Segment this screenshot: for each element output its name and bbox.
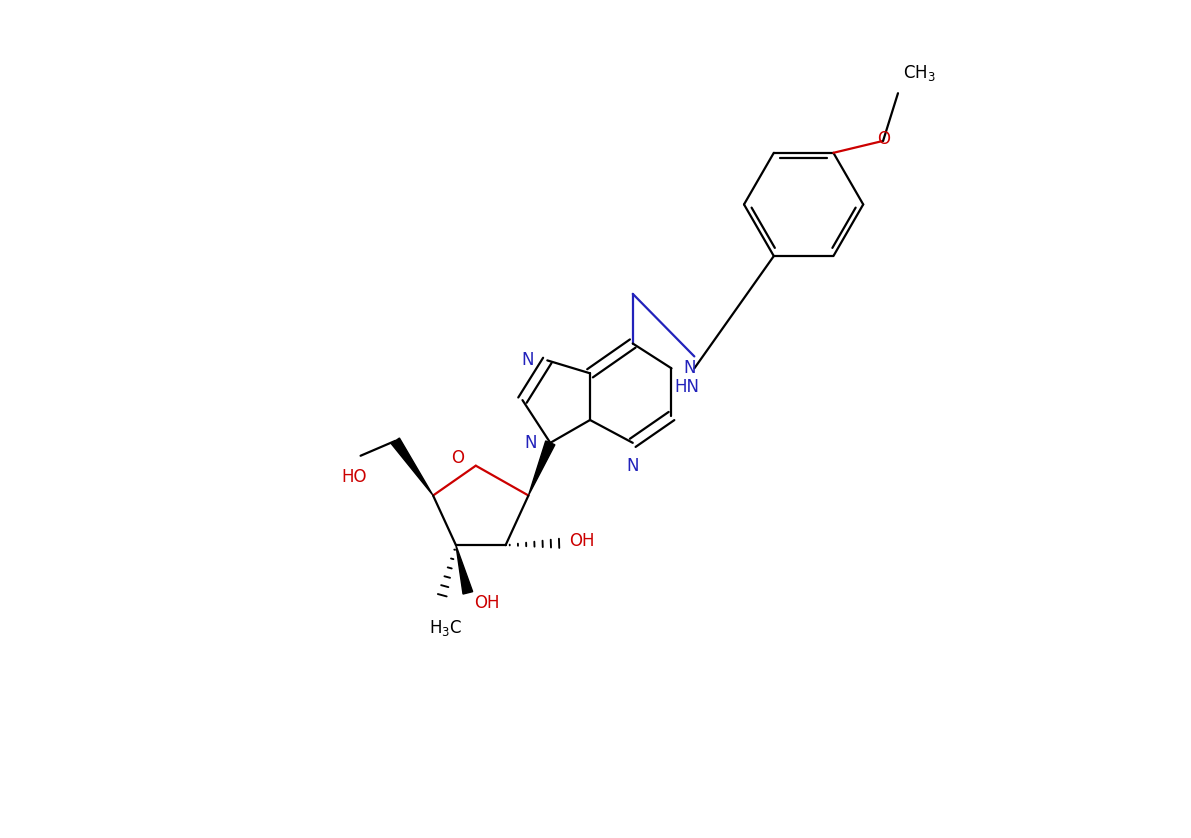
Text: N: N: [524, 434, 536, 452]
Text: HO: HO: [342, 468, 367, 486]
Text: N: N: [684, 360, 696, 377]
Text: O: O: [878, 130, 891, 148]
Polygon shape: [392, 438, 434, 495]
Text: CH$_3$: CH$_3$: [903, 64, 936, 83]
Text: OH: OH: [474, 594, 499, 612]
Polygon shape: [456, 546, 473, 594]
Text: OH: OH: [569, 532, 594, 551]
Polygon shape: [529, 441, 555, 495]
Text: N: N: [520, 351, 534, 370]
Text: N: N: [626, 457, 640, 475]
Text: HN: HN: [674, 378, 699, 396]
Text: H$_3$C: H$_3$C: [430, 618, 462, 638]
Text: O: O: [451, 448, 463, 467]
